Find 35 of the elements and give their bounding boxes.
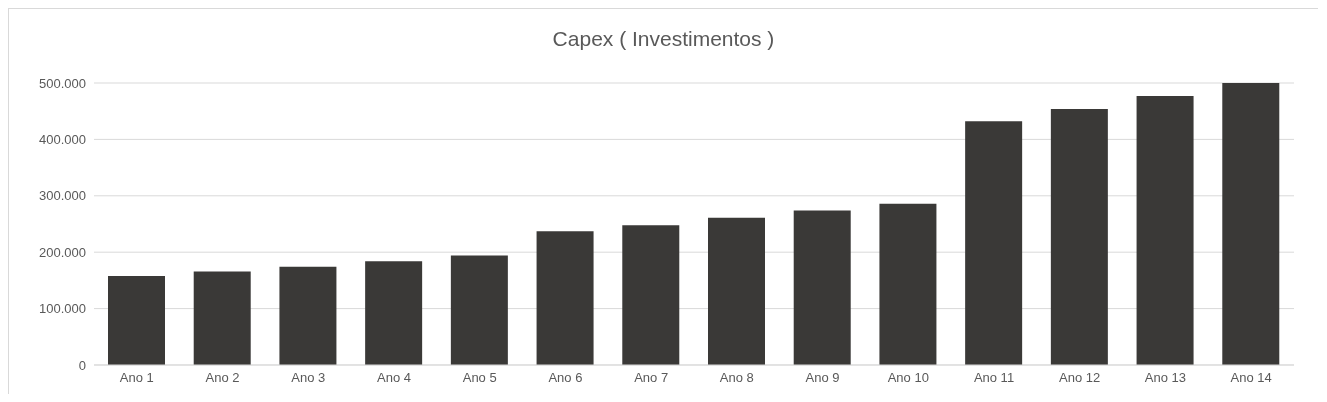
bar: [193, 271, 251, 365]
bar: [108, 275, 165, 365]
bar: [793, 210, 851, 365]
y-tick-label: 0: [78, 357, 86, 373]
x-tick-label: Ano 14: [1230, 370, 1272, 386]
bar: [450, 255, 508, 365]
y-tick-label: 100.000: [39, 301, 86, 317]
bar: [1222, 83, 1280, 365]
x-tick-label: Ano 8: [719, 370, 754, 386]
x-tick-label: Ano 6: [548, 370, 583, 386]
bar: [965, 121, 1023, 365]
x-tick-label: Ano 11: [973, 370, 1015, 386]
x-tick-label: Ano 12: [1059, 370, 1101, 386]
bar: [622, 225, 680, 365]
x-tick-label: Ano 13: [1144, 370, 1187, 386]
y-tick-label: 200.000: [39, 244, 86, 260]
bar: [365, 261, 423, 365]
x-tick-label: Ano 5: [462, 370, 497, 386]
x-tick-label: Ano 1: [119, 370, 154, 386]
x-tick-label: Ano 3: [291, 370, 326, 386]
x-tick-label: Ano 4: [377, 370, 411, 386]
y-tick-label: 400.000: [39, 132, 86, 148]
y-tick-label: 500.000: [39, 75, 86, 91]
y-tick-label: 300.000: [39, 188, 86, 204]
x-tick-label: Ano 9: [805, 370, 840, 386]
x-tick-label: Ano 10: [887, 370, 929, 386]
bar: [279, 266, 337, 365]
x-tick-label: Ano 7: [634, 370, 669, 386]
chart-title: Capex ( Investimentos ): [551, 26, 776, 52]
bar: [708, 217, 765, 365]
bar: [1136, 95, 1194, 365]
x-tick-label: Ano 2: [205, 370, 240, 386]
bar: [879, 203, 937, 365]
bar: [1050, 108, 1108, 365]
bar: [536, 231, 594, 365]
